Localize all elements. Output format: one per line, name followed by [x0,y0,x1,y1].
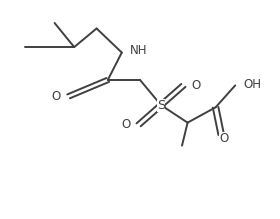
Text: NH: NH [130,44,147,57]
Text: OH: OH [244,78,262,91]
Text: O: O [191,79,200,92]
Text: O: O [122,118,131,131]
Text: S: S [157,99,165,112]
Text: O: O [52,90,61,103]
Text: O: O [219,132,229,145]
